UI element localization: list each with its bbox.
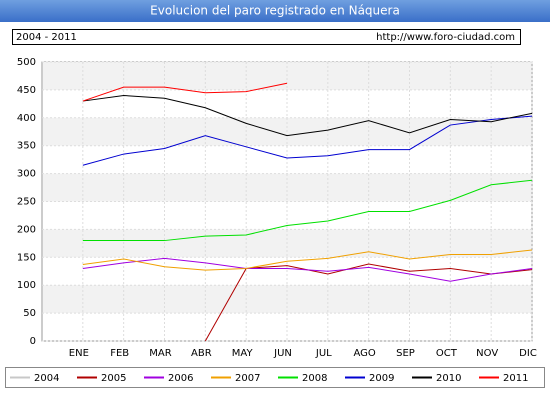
legend-label: 2007 bbox=[235, 373, 260, 384]
x-tick-label: OCT bbox=[436, 348, 458, 359]
y-tick-label: 50 bbox=[23, 308, 36, 319]
legend-label: 2005 bbox=[101, 373, 126, 384]
x-tick-label: ABR bbox=[191, 348, 212, 359]
x-tick-label: MAY bbox=[232, 348, 254, 359]
y-tick-label: 500 bbox=[17, 57, 36, 68]
y-tick-label: 0 bbox=[30, 336, 36, 347]
x-tick-label: NOV bbox=[476, 348, 498, 359]
source: http://www.foro-ciudad.com bbox=[376, 32, 515, 43]
series-line bbox=[82, 82, 288, 102]
legend-label: 2009 bbox=[369, 373, 394, 384]
x-tick-label: JUL bbox=[315, 348, 332, 359]
x-tick-label: ENE bbox=[69, 348, 89, 359]
y-tick-label: 150 bbox=[17, 252, 36, 263]
y-tick-label: 250 bbox=[17, 197, 36, 208]
y-tick-label: 400 bbox=[17, 113, 36, 124]
y-tick-label: 100 bbox=[17, 280, 36, 291]
legend-label: 2010 bbox=[436, 373, 461, 384]
y-tick-label: 450 bbox=[17, 85, 36, 96]
x-tick-label: MAR bbox=[149, 348, 171, 359]
legend-label: 2006 bbox=[168, 373, 193, 384]
series-line bbox=[82, 115, 533, 166]
header-bar bbox=[0, 0, 550, 22]
legend-label: 2008 bbox=[302, 373, 327, 384]
x-tick-label: DIC bbox=[519, 348, 537, 359]
info-box bbox=[12, 29, 521, 45]
period: 2004 - 2011 bbox=[16, 32, 77, 43]
legend-label: 2011 bbox=[503, 373, 528, 384]
x-tick-label: JUN bbox=[273, 348, 292, 359]
legend-label: 2004 bbox=[34, 373, 59, 384]
series-line bbox=[82, 179, 533, 242]
x-tick-label: FEB bbox=[110, 348, 129, 359]
series-line bbox=[82, 257, 533, 282]
x-tick-label: AGO bbox=[354, 348, 376, 359]
y-tick-label: 350 bbox=[17, 141, 36, 152]
chart-title: Evolucion del paro registrado en Náquera bbox=[150, 4, 400, 18]
series-line bbox=[82, 94, 533, 137]
x-tick-label: SEP bbox=[396, 348, 415, 359]
series-line bbox=[82, 249, 533, 271]
legend bbox=[5, 367, 545, 388]
y-tick-label: 200 bbox=[17, 224, 36, 235]
y-tick-label: 300 bbox=[17, 169, 36, 180]
series-line bbox=[204, 263, 533, 342]
